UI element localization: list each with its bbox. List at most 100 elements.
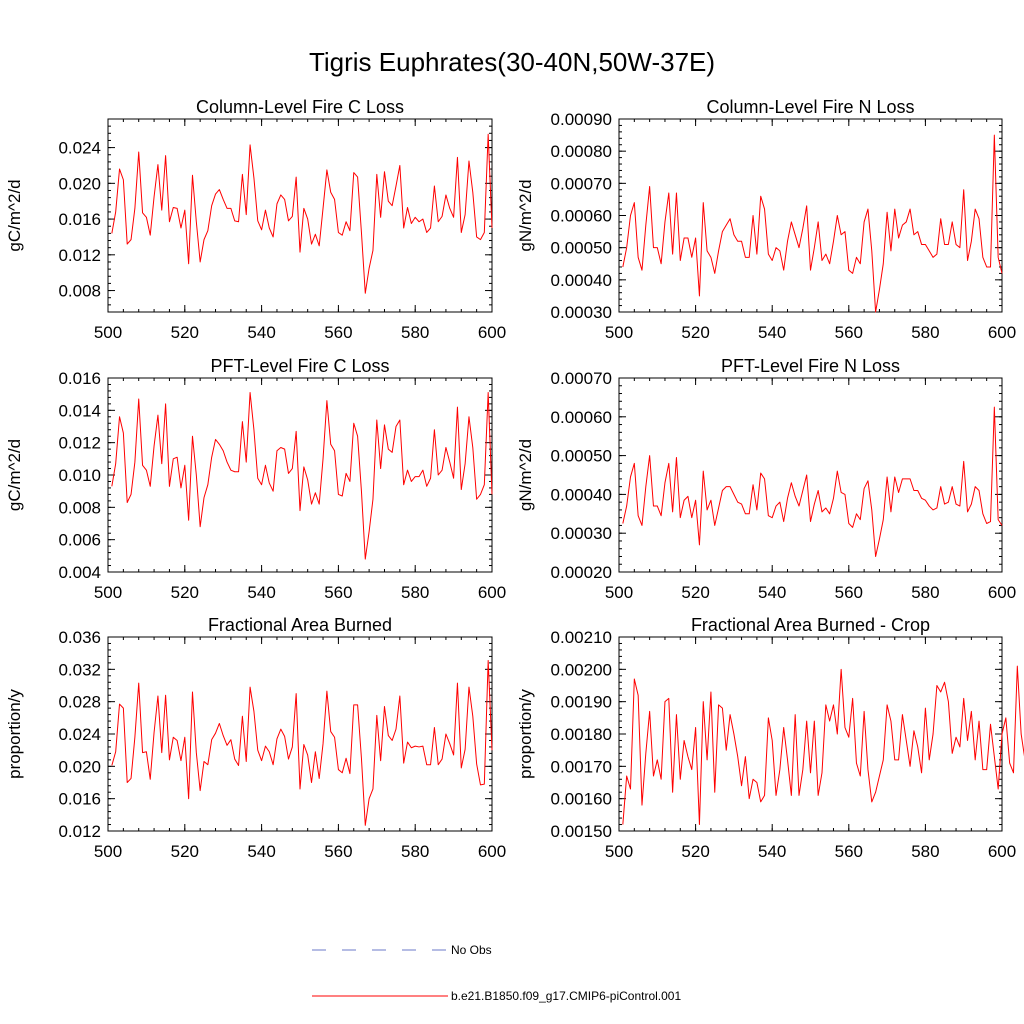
x-tick-label: 540 <box>247 583 275 602</box>
panel-title: Fractional Area Burned - Crop <box>691 615 930 635</box>
panel-title: Column-Level Fire C Loss <box>196 97 404 117</box>
legend: No Obs b.e21.B1850.f09_g17.CMIP6-piContro… <box>312 943 681 1003</box>
panel-5: Fractional Area Burned proportion/y 500 520… <box>5 615 506 861</box>
legend-label: No Obs <box>451 943 492 957</box>
x-tick-label: 580 <box>401 323 429 342</box>
panel-title: PFT-Level Fire N Loss <box>721 356 900 376</box>
panel-1: Column-Level Fire C Loss gC/m^2/d 500 520 54… <box>5 97 506 342</box>
y-tick-label: 0.024 <box>58 725 101 744</box>
x-tick-label: 540 <box>247 323 275 342</box>
x-tick-label: 540 <box>758 842 786 861</box>
series-line <box>111 659 493 826</box>
x-tick-label: 500 <box>94 842 122 861</box>
panel-2: Column-Level Fire N Loss gN/m^2/d 500 520 54… <box>516 97 1016 342</box>
y-tick-label: 0.008 <box>58 282 101 301</box>
y-tick-label: 0.00050 <box>551 239 612 258</box>
panel-title: Column-Level Fire N Loss <box>706 97 914 117</box>
x-tick-label: 520 <box>171 842 199 861</box>
y-tick-label: 0.00160 <box>551 790 612 809</box>
x-tick-label: 540 <box>758 583 786 602</box>
x-tick-label: 560 <box>835 583 863 602</box>
y-tick-label: 0.00070 <box>551 369 612 388</box>
y-tick-label: 0.00170 <box>551 757 612 776</box>
panel-title: Fractional Area Burned <box>208 615 392 635</box>
series-line <box>622 134 1003 313</box>
y-tick-label: 0.00200 <box>551 660 612 679</box>
x-tick-label: 580 <box>401 842 429 861</box>
x-tick-label: 500 <box>94 323 122 342</box>
y-tick-label: 0.00030 <box>551 524 612 543</box>
y-axis-label: proportion/y <box>516 689 535 779</box>
y-tick-label: 0.016 <box>58 369 101 388</box>
y-axis-label: proportion/y <box>5 689 24 779</box>
y-tick-label: 0.036 <box>58 628 101 647</box>
y-axis-label: gC/m^2/d <box>5 179 24 251</box>
x-tick-label: 600 <box>988 323 1016 342</box>
x-tick-label: 600 <box>988 842 1016 861</box>
plot-frame <box>618 377 1003 573</box>
panel-3: PFT-Level Fire C Loss gC/m^2/d 500 520 540 56… <box>5 356 506 602</box>
x-tick-label: 580 <box>911 842 939 861</box>
y-tick-label: 0.024 <box>58 139 101 158</box>
y-tick-label: 0.008 <box>58 498 101 517</box>
y-tick-label: 0.016 <box>58 790 101 809</box>
y-tick-label: 0.010 <box>58 466 101 485</box>
y-tick-label: 0.00030 <box>551 303 612 322</box>
panel-title: PFT-Level Fire C Loss <box>210 356 389 376</box>
y-tick-label: 0.012 <box>58 822 101 841</box>
x-tick-label: 540 <box>758 323 786 342</box>
x-tick-label: 520 <box>171 323 199 342</box>
x-tick-label: 580 <box>401 583 429 602</box>
x-tick-label: 560 <box>324 323 352 342</box>
x-tick-label: 520 <box>681 583 709 602</box>
y-tick-label: 0.00050 <box>551 447 612 466</box>
series-line <box>622 665 1024 826</box>
y-tick-label: 0.00040 <box>551 271 612 290</box>
x-tick-label: 600 <box>478 842 506 861</box>
y-axis-label: gN/m^2/d <box>516 439 535 511</box>
y-tick-label: 0.016 <box>58 210 101 229</box>
y-tick-label: 0.020 <box>58 757 101 776</box>
series-line <box>111 392 493 560</box>
x-tick-label: 500 <box>605 583 633 602</box>
y-tick-label: 0.00070 <box>551 174 612 193</box>
x-tick-label: 520 <box>681 323 709 342</box>
y-tick-label: 0.014 <box>58 401 101 420</box>
y-tick-label: 0.00020 <box>551 563 612 582</box>
y-tick-label: 0.00150 <box>551 822 612 841</box>
y-axis-label: gC/m^2/d <box>5 439 24 511</box>
panel-4: PFT-Level Fire N Loss gN/m^2/d 500 520 540 56… <box>516 356 1016 602</box>
x-tick-label: 560 <box>835 842 863 861</box>
figure-title: Tigris Euphrates(30-40N,50W-37E) <box>309 47 715 77</box>
panel-grid: Column-Level Fire C Loss gC/m^2/d 500 520 54… <box>5 97 1024 861</box>
y-tick-label: 0.00180 <box>551 725 612 744</box>
y-tick-label: 0.00190 <box>551 693 612 712</box>
x-tick-label: 520 <box>681 842 709 861</box>
panel-6: Fractional Area Burned - Crop proportion/… <box>516 615 1024 861</box>
y-tick-label: 0.006 <box>58 531 101 550</box>
x-tick-label: 560 <box>324 583 352 602</box>
y-tick-label: 0.00090 <box>551 110 612 129</box>
x-tick-label: 600 <box>478 583 506 602</box>
y-tick-label: 0.012 <box>58 434 101 453</box>
x-tick-label: 600 <box>478 323 506 342</box>
legend-label: b.e21.B1850.f09_g17.CMIP6-piControl.001 <box>451 989 681 1003</box>
x-tick-label: 560 <box>835 323 863 342</box>
y-tick-label: 0.00060 <box>551 207 612 226</box>
legend-item: No Obs <box>312 943 492 957</box>
x-tick-label: 600 <box>988 583 1016 602</box>
y-tick-label: 0.004 <box>58 563 101 582</box>
y-tick-label: 0.020 <box>58 174 101 193</box>
series-line <box>622 406 1003 557</box>
x-tick-label: 580 <box>911 583 939 602</box>
x-tick-label: 500 <box>605 323 633 342</box>
y-tick-label: 0.012 <box>58 246 101 265</box>
x-tick-label: 580 <box>911 323 939 342</box>
x-tick-label: 500 <box>605 842 633 861</box>
x-tick-label: 520 <box>171 583 199 602</box>
legend-item: b.e21.B1850.f09_g17.CMIP6-piControl.001 <box>312 989 681 1003</box>
series-line <box>111 133 493 294</box>
y-tick-label: 0.00210 <box>551 628 612 647</box>
